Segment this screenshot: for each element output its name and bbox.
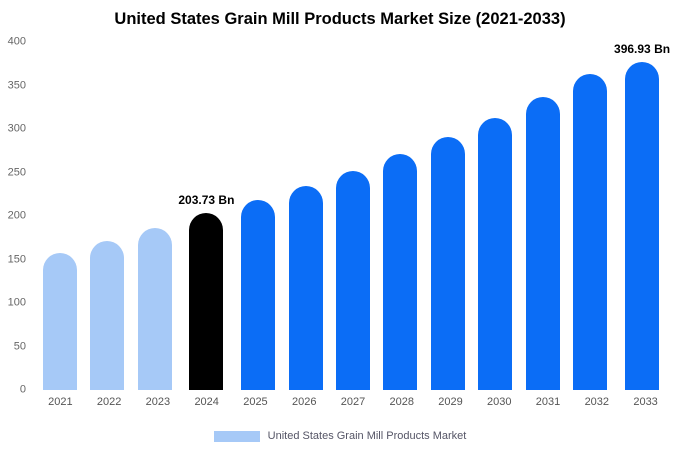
- bar-column: [329, 42, 376, 390]
- y-axis: 0 50 100 150 200 250 300 350 400: [0, 36, 30, 395]
- bar[interactable]: [383, 154, 418, 390]
- x-tick-label: 2032: [584, 396, 610, 408]
- bar[interactable]: [90, 241, 125, 390]
- x-tick-label: 2031: [535, 396, 561, 408]
- bar-column: 203.73 Bn: [178, 42, 234, 390]
- y-tick-label: 0: [19, 383, 26, 396]
- x-tick-label: 2026: [291, 396, 317, 408]
- bar[interactable]: [288, 186, 323, 390]
- x-tick-label: 2023: [145, 396, 171, 408]
- x-tick-label: 2028: [389, 396, 414, 408]
- legend-swatch: [213, 430, 260, 442]
- x-tick-label: 2024: [194, 396, 219, 408]
- bar[interactable]: [189, 212, 224, 390]
- bar-column: [131, 42, 178, 390]
- bar[interactable]: [336, 170, 371, 390]
- x-tick-label: 2022: [96, 396, 122, 408]
- bar-value-label: 396.93 Bn: [614, 42, 671, 56]
- legend-label: United States Grain Mill Products Market: [267, 430, 467, 442]
- bar[interactable]: [42, 252, 77, 390]
- chart-title: United States Grain Mill Products Market…: [114, 10, 566, 28]
- bar-column: 396.93 Bn: [614, 42, 670, 390]
- bar-column: [567, 42, 614, 390]
- x-tick-label: 2025: [243, 396, 268, 408]
- x-tick-label: 2029: [438, 396, 463, 408]
- bar[interactable]: [241, 200, 276, 390]
- bar-column: [424, 42, 471, 390]
- y-tick-label: 150: [7, 253, 26, 265]
- bar[interactable]: [573, 74, 608, 390]
- x-tick-label: 2033: [633, 396, 658, 408]
- x-axis: 2021 2022 2023 2024 2025 2026 2027 2028 2029 2030…: [36, 396, 670, 412]
- bar-column: [377, 42, 424, 390]
- y-tick-label: 350: [7, 79, 26, 91]
- bar[interactable]: [525, 96, 560, 390]
- bars: 203.73 Bn 396.93 Bn: [36, 42, 670, 390]
- y-tick-label: 100: [7, 296, 26, 309]
- bar-column: [36, 42, 83, 390]
- bar[interactable]: [478, 117, 513, 390]
- bar-value-label: 203.73 Bn: [178, 192, 235, 207]
- bar-column: [83, 42, 130, 390]
- bar-column: [234, 42, 281, 390]
- x-tick-label: 2021: [48, 396, 73, 408]
- y-tick-label: 250: [7, 166, 26, 178]
- bar-column: [282, 42, 329, 390]
- bar-column: [472, 42, 519, 390]
- bar[interactable]: [625, 62, 660, 390]
- y-tick-label: 200: [7, 209, 26, 222]
- bar-column: [519, 42, 566, 390]
- legend: United States Grain Mill Products Market: [0, 430, 680, 442]
- bar[interactable]: [137, 228, 172, 390]
- y-tick-label: 50: [13, 340, 26, 352]
- plot-area: 203.73 Bn 396.93 Bn: [36, 42, 670, 390]
- x-tick-label: 2027: [340, 396, 366, 408]
- y-tick-label: 300: [7, 122, 26, 135]
- y-tick-label: 400: [7, 35, 26, 48]
- x-tick-label: 2030: [487, 396, 512, 408]
- bar[interactable]: [430, 136, 465, 390]
